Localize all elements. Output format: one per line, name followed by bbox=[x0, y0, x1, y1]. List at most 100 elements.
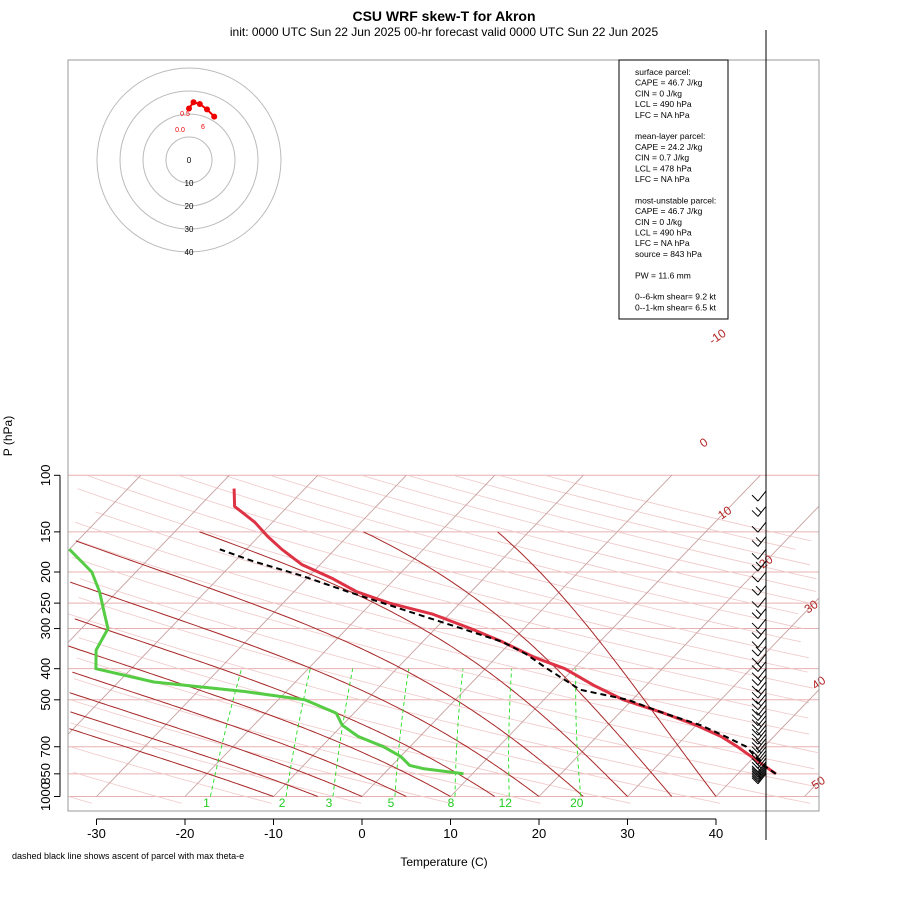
wind-barb bbox=[751, 668, 767, 680]
hodograph-point bbox=[190, 99, 197, 106]
dry-adiabat bbox=[74, 678, 541, 804]
hodograph-ring-label: 30 bbox=[185, 225, 194, 234]
stats-line: CIN = 0.7 J/kg bbox=[635, 153, 689, 163]
dry-adiabat bbox=[77, 540, 809, 735]
dewpoint-profile bbox=[68, 548, 464, 776]
y-axis-label: P (hPa) bbox=[1, 416, 15, 456]
x-axis-label: Temperature (C) bbox=[400, 855, 487, 869]
x-tick-label: -20 bbox=[176, 826, 195, 841]
wind-barb bbox=[751, 746, 767, 758]
isotherm bbox=[184, 474, 496, 797]
x-tick-label: -10 bbox=[264, 826, 283, 841]
wind-barb bbox=[751, 584, 767, 596]
hodograph-ring bbox=[142, 113, 236, 207]
isotherm bbox=[715, 689, 820, 797]
dry-adiabat bbox=[68, 613, 810, 804]
hodograph-point-label: 0.5 bbox=[180, 111, 190, 118]
wind-barb bbox=[751, 724, 767, 736]
y-tick-label: 300 bbox=[38, 618, 53, 640]
dry-adiabat bbox=[70, 722, 362, 804]
wind-barb bbox=[751, 628, 767, 639]
stats-line: LFC = NA hPa bbox=[635, 110, 690, 120]
moist-adiabat bbox=[497, 531, 717, 797]
dry-adiabat bbox=[86, 474, 808, 673]
wind-barb bbox=[751, 720, 767, 731]
moist-adiabat bbox=[69, 692, 363, 797]
y-tick-label: 250 bbox=[38, 592, 53, 614]
wind-barb bbox=[751, 637, 767, 648]
y-tick-label: 850 bbox=[38, 763, 53, 785]
wind-barb bbox=[751, 571, 767, 583]
stats-line: LFC = NA hPa bbox=[635, 238, 690, 248]
wind-barb bbox=[751, 560, 767, 572]
hodograph-point bbox=[204, 106, 210, 113]
wind-barb bbox=[751, 549, 767, 560]
wind-barbs bbox=[751, 30, 767, 840]
mixing-ratio-label: 2 bbox=[279, 796, 286, 810]
wind-barb bbox=[751, 738, 767, 749]
x-tick-label: 10 bbox=[443, 826, 457, 841]
chart-marks bbox=[68, 488, 777, 776]
isotherm bbox=[538, 505, 820, 797]
dry-adiabat bbox=[76, 657, 631, 804]
hodograph-point bbox=[211, 113, 218, 120]
stats-line: CAPE = 46.7 J/kg bbox=[635, 78, 703, 88]
wind-barb bbox=[751, 757, 767, 769]
stats-line: CIN = 0 J/kg bbox=[635, 217, 682, 227]
hodograph-ring bbox=[96, 67, 282, 253]
dry-adiabat bbox=[78, 637, 721, 804]
stats-line: mean-layer parcel: bbox=[635, 131, 705, 141]
wind-barb bbox=[751, 766, 767, 778]
plot-frame bbox=[67, 59, 820, 812]
wind-barb bbox=[751, 608, 767, 619]
hodograph-ring bbox=[119, 90, 259, 230]
wind-barb bbox=[751, 506, 767, 517]
chart-title: CSU WRF skew-T for Akron bbox=[352, 8, 535, 24]
dry-adiabat bbox=[70, 746, 272, 804]
stats-line: PW = 11.6 mm bbox=[635, 270, 691, 280]
mixing-ratio-line bbox=[394, 668, 410, 797]
wind-barb bbox=[751, 763, 767, 774]
isotherm bbox=[67, 474, 230, 643]
stats-box-frame bbox=[618, 59, 729, 320]
y-tick-label: 400 bbox=[38, 658, 53, 680]
dry-adiabat bbox=[407, 474, 817, 580]
wind-barb bbox=[751, 521, 767, 533]
stats-line: surface parcel: bbox=[635, 67, 691, 77]
dry-adiabat bbox=[223, 474, 804, 629]
mixing-ratio-label: 8 bbox=[448, 796, 455, 810]
dry-adiabat bbox=[498, 474, 796, 550]
hodograph-ring bbox=[165, 136, 213, 184]
x-tick-label: 20 bbox=[532, 826, 546, 841]
hodograph: 0 10 20 30 40 0.5 6 0.0 bbox=[93, 64, 285, 257]
dry-adiabat bbox=[80, 578, 815, 770]
y-tick-label: 150 bbox=[38, 521, 53, 543]
wind-barb bbox=[751, 729, 767, 741]
dry-adiabat bbox=[95, 511, 810, 703]
isotherm bbox=[273, 474, 584, 797]
x-tick-label: 0 bbox=[358, 826, 365, 841]
mixing-ratio-line bbox=[508, 668, 513, 797]
moist-adiabat bbox=[74, 618, 496, 797]
stats-line: source = 843 hPa bbox=[635, 249, 702, 259]
x-tick-label: -30 bbox=[87, 826, 106, 841]
dry-adiabat bbox=[315, 474, 811, 604]
isotherm bbox=[67, 474, 142, 552]
dry-adiabat bbox=[68, 796, 93, 804]
hodograph-ring-label: 10 bbox=[185, 179, 194, 188]
hodograph-point bbox=[196, 101, 203, 107]
wind-barb bbox=[751, 715, 767, 726]
wind-barb bbox=[751, 754, 767, 765]
dry-adiabat bbox=[544, 474, 812, 542]
mixing-ratio-line bbox=[209, 668, 242, 797]
wind-barb bbox=[751, 618, 767, 630]
isotherm bbox=[804, 781, 820, 797]
wind-barb bbox=[751, 490, 767, 502]
hodograph-point-label: 6 bbox=[201, 124, 205, 131]
hodograph-ring-label: 20 bbox=[185, 202, 194, 211]
dry-adiabat bbox=[361, 474, 817, 592]
dry-adiabat bbox=[72, 771, 182, 804]
y-tick-label: 1000 bbox=[38, 782, 53, 811]
wind-barb bbox=[751, 653, 767, 665]
